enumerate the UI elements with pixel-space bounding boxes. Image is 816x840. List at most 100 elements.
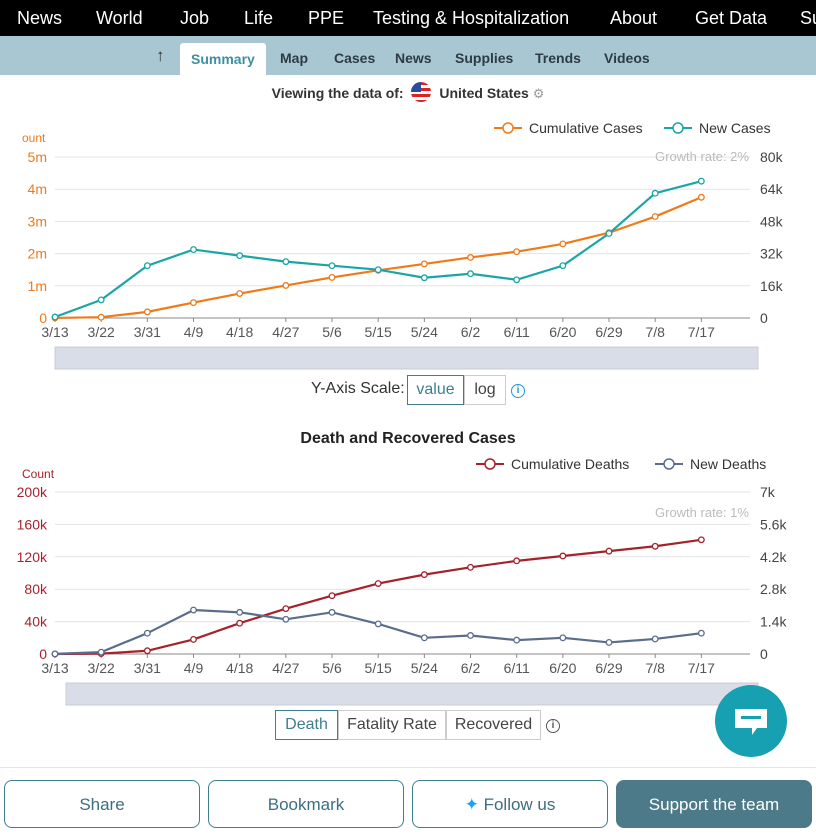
gear-icon[interactable]: ⚙ bbox=[532, 86, 545, 101]
data-point bbox=[143, 629, 151, 637]
y-axis-title: ount bbox=[22, 131, 46, 145]
y-tick-right: 5.6k bbox=[760, 516, 787, 532]
info-icon[interactable]: i bbox=[546, 719, 560, 733]
x-tick-label: 5/6 bbox=[322, 660, 342, 676]
death-tab-button[interactable]: Death bbox=[275, 710, 338, 740]
data-point bbox=[651, 189, 659, 197]
data-point bbox=[605, 547, 613, 555]
data-point bbox=[420, 571, 428, 579]
fatality-rate-tab-button[interactable]: Fatality Rate bbox=[338, 710, 446, 740]
data-point bbox=[374, 266, 382, 274]
data-point bbox=[651, 213, 659, 221]
data-point bbox=[190, 606, 197, 614]
legend-label: New Deaths bbox=[690, 456, 766, 472]
legend-marker bbox=[502, 122, 514, 134]
y-axis-title: Count bbox=[22, 467, 55, 481]
x-tick-label: 5/15 bbox=[365, 324, 392, 340]
series-line-cumulative bbox=[54, 196, 702, 320]
x-tick-label: 4/18 bbox=[226, 324, 253, 340]
y-tick-right: 7k bbox=[760, 484, 776, 500]
x-tick-label: 7/8 bbox=[645, 660, 665, 676]
follow-us-button[interactable]: ✦ Follow us bbox=[412, 780, 608, 828]
data-point bbox=[420, 634, 428, 642]
y-tick-right: 4.2k bbox=[760, 549, 787, 565]
scale-value-button[interactable]: value bbox=[407, 375, 464, 405]
deaths-chart: 0 0 40k 1.4k 80k 2.8k 120k 4.2k 160k 5.6k 200k 7k 3/… bbox=[17, 456, 787, 706]
nav-more[interactable]: Su bbox=[800, 8, 816, 28]
tab-cases[interactable]: Cases bbox=[334, 50, 376, 66]
x-tick-label: 5/24 bbox=[411, 660, 438, 676]
y-tick-left: 3m bbox=[28, 213, 47, 229]
nav-life[interactable]: Life bbox=[244, 8, 274, 28]
x-tick-label: 6/2 bbox=[461, 660, 481, 676]
data-point bbox=[605, 638, 613, 646]
legend-marker bbox=[663, 458, 675, 470]
data-point bbox=[374, 620, 382, 628]
arrow-up-icon[interactable]: ↑ bbox=[156, 46, 165, 65]
support-team-button[interactable]: Support the team bbox=[616, 780, 812, 828]
data-point bbox=[697, 629, 705, 637]
x-tick-label: 7/17 bbox=[688, 660, 715, 676]
y-tick-right: 0 bbox=[760, 310, 768, 326]
tab-summary[interactable]: Summary bbox=[180, 43, 266, 75]
data-point bbox=[51, 313, 59, 321]
data-point bbox=[651, 542, 659, 550]
x-tick-label: 6/20 bbox=[549, 324, 576, 340]
growth-rate-label: Growth rate: 1% bbox=[655, 505, 749, 520]
data-point bbox=[467, 632, 474, 639]
y-tick-left: 1m bbox=[28, 278, 47, 294]
data-point bbox=[513, 557, 521, 565]
x-tick-label: 5/24 bbox=[411, 324, 438, 340]
data-point bbox=[559, 634, 567, 642]
nav-get-data[interactable]: Get Data bbox=[695, 8, 768, 28]
x-tick-label: 6/11 bbox=[504, 660, 530, 676]
sub-nav: ↑ Summary Map Cases News Supplies Trends… bbox=[0, 36, 816, 75]
data-point bbox=[651, 635, 659, 643]
share-button[interactable]: Share bbox=[4, 780, 200, 828]
data-point bbox=[97, 313, 105, 321]
nav-job[interactable]: Job bbox=[180, 8, 210, 28]
country-name[interactable]: United States bbox=[439, 85, 529, 101]
chat-bubble-icon[interactable] bbox=[715, 685, 787, 757]
nav-testing[interactable]: Testing & Hospitalization bbox=[373, 8, 570, 28]
data-point bbox=[513, 276, 521, 284]
nav-ppe[interactable]: PPE bbox=[308, 8, 345, 28]
info-icon[interactable]: i bbox=[511, 384, 525, 398]
nav-about[interactable]: About bbox=[610, 8, 658, 28]
legend-marker bbox=[484, 458, 496, 470]
tab-trends[interactable]: Trends bbox=[535, 50, 581, 66]
data-point bbox=[143, 262, 151, 270]
data-point bbox=[559, 552, 567, 560]
data-point bbox=[328, 592, 336, 600]
y-tick-left: 200k bbox=[17, 484, 48, 500]
y-tick-left: 40k bbox=[24, 614, 48, 630]
data-point bbox=[328, 273, 336, 281]
data-point bbox=[467, 270, 474, 278]
x-tick-label: 7/17 bbox=[688, 324, 715, 340]
legend-label: Cumulative Cases bbox=[529, 120, 643, 136]
x-tick-label: 3/31 bbox=[134, 660, 161, 676]
data-point bbox=[97, 648, 105, 656]
data-point bbox=[190, 246, 197, 254]
nav-world[interactable]: World bbox=[96, 8, 143, 28]
scale-log-button[interactable]: log bbox=[464, 375, 506, 405]
nav-news[interactable]: News bbox=[17, 8, 63, 28]
tab-map[interactable]: Map bbox=[280, 50, 308, 66]
data-point bbox=[190, 299, 197, 306]
data-point bbox=[605, 230, 613, 237]
recovered-tab-button[interactable]: Recovered bbox=[446, 710, 541, 740]
data-point bbox=[236, 290, 244, 297]
divider bbox=[0, 767, 816, 768]
y-tick-left: 0 bbox=[39, 310, 47, 326]
tab-news[interactable]: News bbox=[395, 50, 432, 66]
bookmark-button[interactable]: Bookmark bbox=[208, 780, 404, 828]
data-point bbox=[282, 282, 290, 289]
data-point bbox=[559, 240, 567, 248]
y-tick-left: 160k bbox=[17, 516, 48, 532]
tab-videos[interactable]: Videos bbox=[604, 50, 650, 66]
y-tick-left: 80k bbox=[24, 581, 48, 597]
twitter-icon: ✦ bbox=[464, 795, 479, 814]
tab-supplies[interactable]: Supplies bbox=[455, 50, 514, 66]
data-point bbox=[282, 258, 290, 266]
y-tick-right: 32k bbox=[760, 246, 784, 262]
